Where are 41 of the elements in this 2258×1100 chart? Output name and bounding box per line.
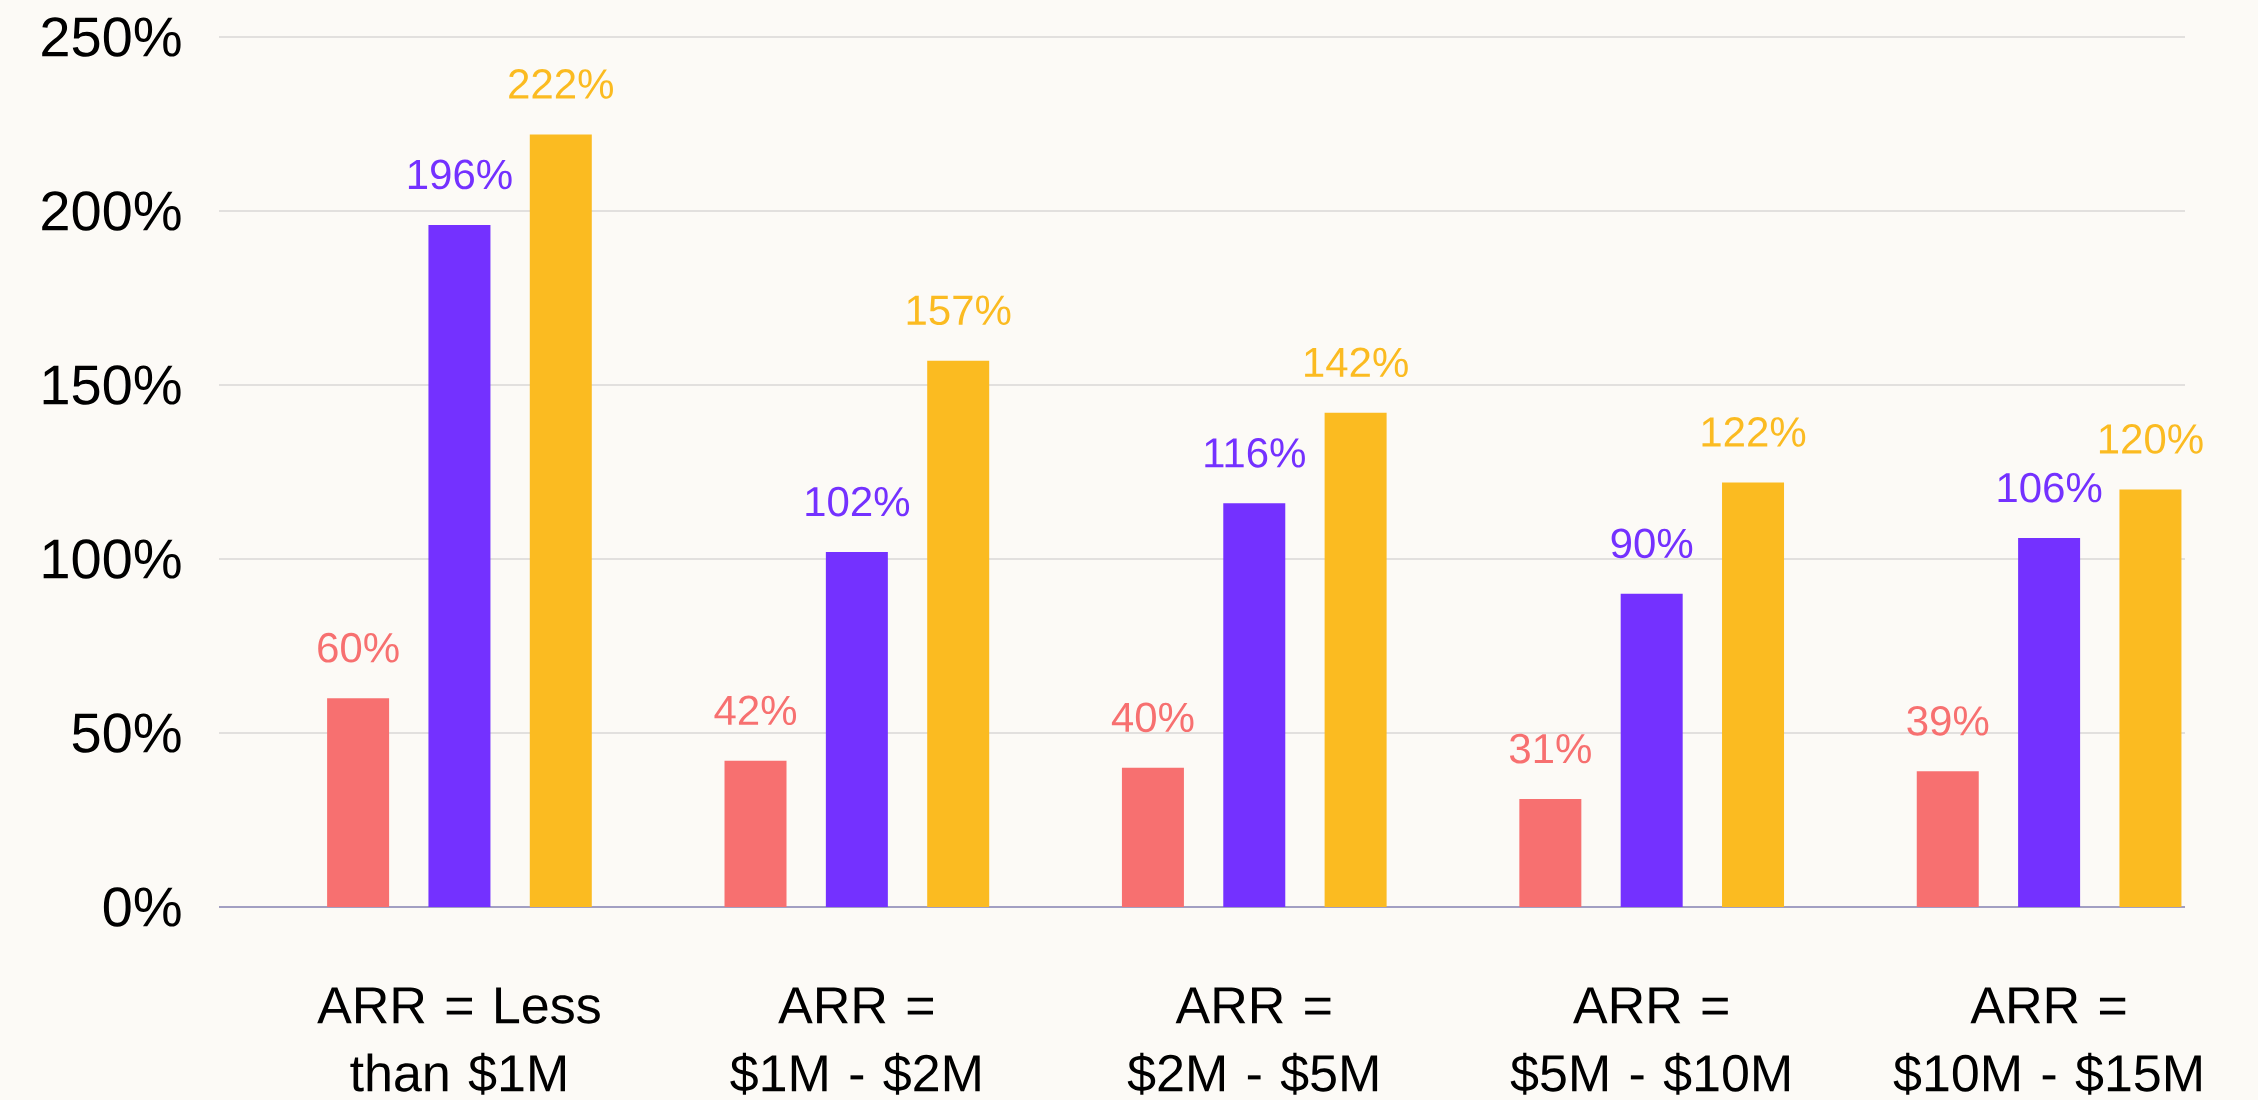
data-label: 60% [318, 632, 399, 663]
x-tick-label: ARR = $10M - $15M [1893, 987, 2201, 1095]
bar [927, 360, 990, 908]
y-tick-label: 200% [42, 191, 181, 231]
bar [428, 224, 491, 908]
data-label: 122% [1702, 417, 1806, 447]
bar [724, 760, 787, 908]
bar [1324, 412, 1387, 908]
bar [529, 134, 592, 908]
data-label: 106% [1998, 472, 2102, 503]
bar [1519, 799, 1582, 908]
data-label: 31% [1509, 733, 1591, 764]
data-label: 90% [1611, 528, 1693, 559]
data-label: 42% [714, 695, 797, 726]
x-tick-label: ARR = $2M - $5M [1127, 987, 1378, 1095]
y-tick-label: 0% [103, 887, 181, 927]
bar [825, 552, 888, 908]
y-tick-label: 100% [43, 539, 181, 579]
data-label: 120% [2099, 424, 2203, 454]
bar [2119, 489, 2182, 908]
bar [1121, 767, 1184, 908]
x-tick-label: ARR = $1M - $2M [730, 987, 980, 1095]
y-tick-label: 50% [72, 713, 181, 753]
y-tick-label: 250% [42, 17, 181, 57]
y-tick-label: 150% [43, 365, 181, 405]
bar [1916, 771, 1979, 908]
data-label: 196% [408, 159, 512, 190]
data-label: 116% [1205, 438, 1305, 468]
bar [327, 698, 390, 908]
data-label: 222% [509, 69, 613, 99]
data-label: 102% [806, 486, 910, 517]
data-label: 39% [1907, 705, 1989, 736]
bar [1620, 593, 1683, 908]
data-label: 40% [1111, 702, 1194, 733]
bar [2018, 538, 2081, 908]
data-label: 142% [1305, 347, 1408, 378]
data-label: 157% [907, 295, 1011, 326]
x-tick-label: ARR = $5M - $10M [1510, 987, 1789, 1095]
bar [1722, 482, 1785, 908]
x-tick-label: ARR = Less than $1M [317, 987, 600, 1095]
bar [1223, 503, 1286, 908]
